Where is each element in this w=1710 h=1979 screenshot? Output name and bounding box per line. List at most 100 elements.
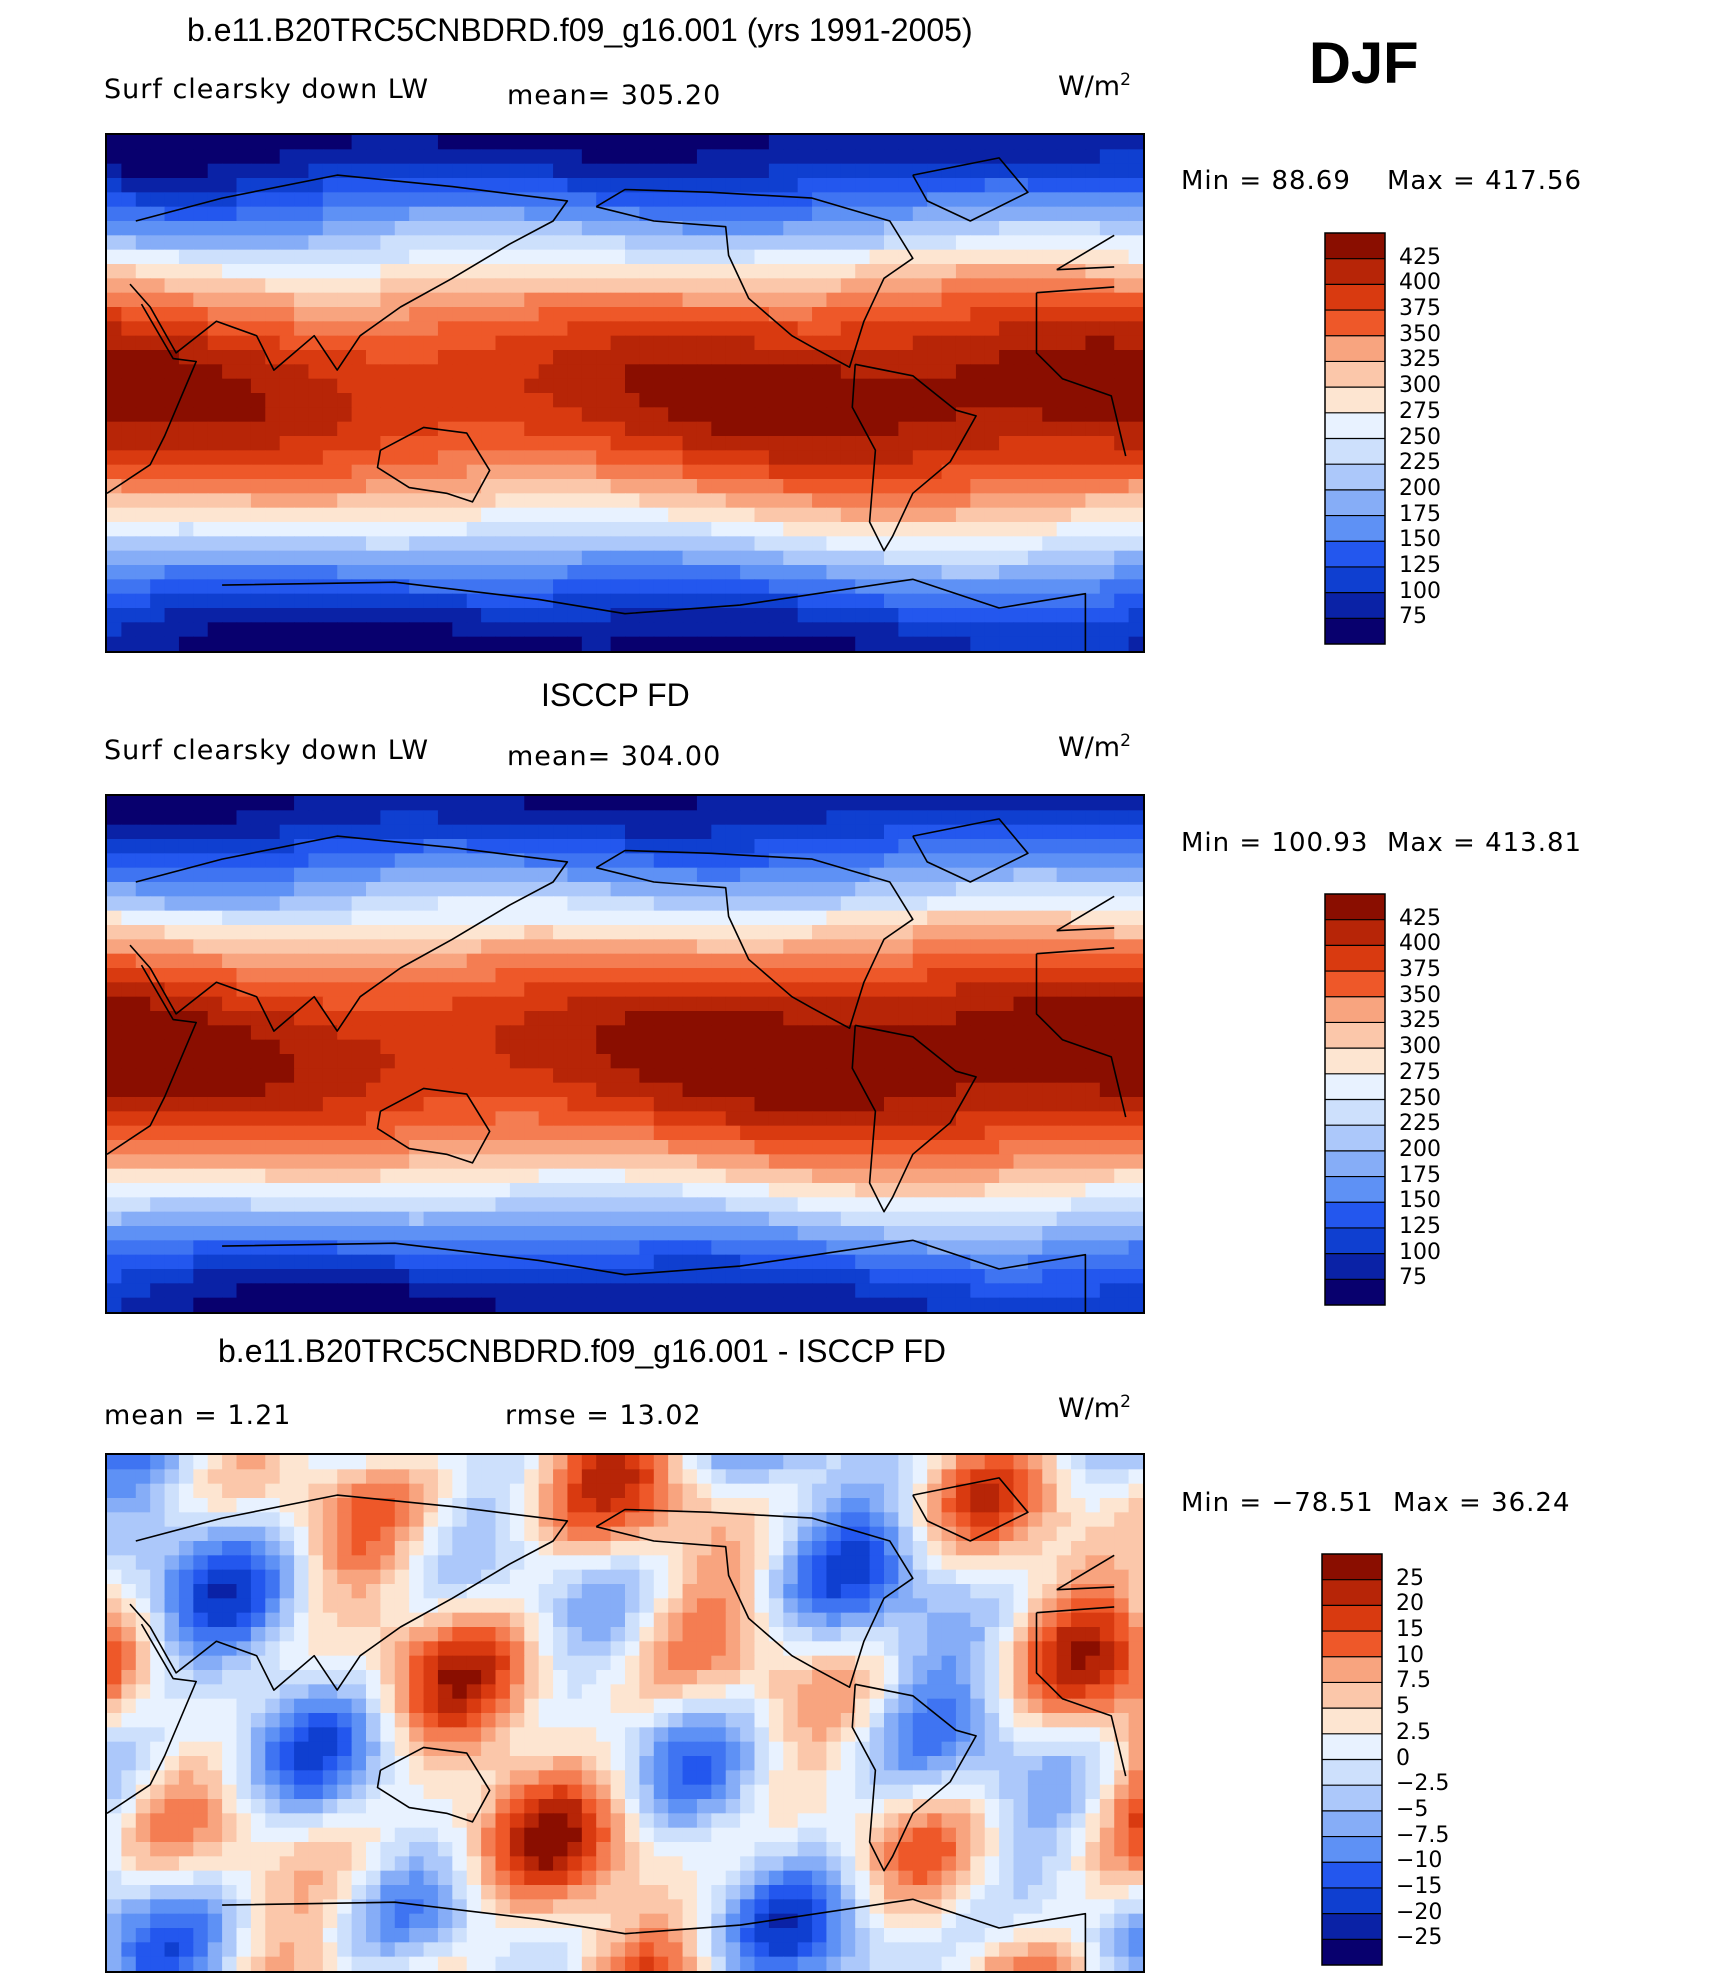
map-cell (509, 1211, 525, 1227)
map-cell (452, 393, 468, 408)
map-cell (941, 292, 957, 308)
map-cell (250, 278, 266, 294)
map-cell (423, 853, 439, 869)
map-cell (135, 608, 151, 623)
map-cell (840, 1154, 856, 1170)
map-cell (1056, 178, 1072, 193)
map-cell (481, 307, 497, 322)
map-cell (322, 1039, 338, 1055)
map-cell (509, 350, 525, 365)
map-cell (193, 1240, 209, 1256)
map-cell (236, 1068, 252, 1084)
map-cell (279, 407, 295, 423)
map-cell (984, 321, 1000, 337)
map-cell (711, 378, 727, 394)
map-cell (236, 1111, 252, 1127)
map-cell (1042, 1226, 1058, 1241)
map-cell (768, 622, 784, 638)
map-cell (1056, 292, 1072, 308)
map-cell (466, 450, 482, 466)
map-cell (380, 1226, 396, 1241)
map-cell (294, 235, 310, 251)
map-cell (178, 536, 194, 552)
map-cell (207, 507, 223, 523)
map-cell (1099, 1111, 1115, 1127)
map-cell (107, 364, 122, 380)
map-cell (797, 178, 813, 193)
map-cell (236, 636, 252, 651)
map-cell (1128, 824, 1143, 840)
map-cell (107, 824, 122, 840)
map-cell (337, 1111, 353, 1127)
map-cell (509, 507, 525, 523)
map-cell (668, 221, 684, 236)
map-cell (984, 350, 1000, 365)
map-cell (826, 953, 842, 969)
map-cell (107, 192, 122, 208)
map-cell (107, 1197, 122, 1213)
map-cell (452, 378, 468, 394)
map-cell (553, 839, 569, 854)
map-cell (1056, 335, 1072, 351)
map-cell (150, 1226, 166, 1241)
map-cell (884, 1097, 899, 1112)
map-cell (740, 1183, 756, 1198)
map-cell (509, 953, 525, 969)
map-cell (1056, 393, 1072, 408)
map-cell (596, 364, 612, 380)
map-cell (581, 1054, 597, 1069)
map-cell (164, 1197, 180, 1213)
map-cell (884, 192, 899, 208)
map-cell (826, 479, 842, 494)
map-cell (1128, 636, 1143, 651)
map-cell (524, 1111, 540, 1127)
map-cell (812, 1125, 828, 1141)
map-cell (1071, 939, 1087, 955)
map-cell (596, 1082, 612, 1098)
map-cell (250, 1140, 266, 1155)
map-cell (423, 464, 439, 480)
map-cell (178, 953, 194, 969)
map-cell (250, 1097, 266, 1112)
map-cell (682, 1082, 698, 1098)
map-cell (437, 996, 453, 1012)
map-cell (509, 292, 525, 308)
map-cell (999, 910, 1015, 926)
map-cell (1114, 1082, 1130, 1098)
map-cell (265, 810, 281, 826)
map-cell (668, 393, 684, 408)
map-cell (826, 292, 842, 308)
map-cell (970, 135, 986, 150)
map-cell (955, 1154, 971, 1170)
map-cell (653, 1211, 669, 1227)
map-cell (884, 421, 899, 437)
map-cell (452, 896, 468, 912)
map-cell (150, 622, 166, 638)
map-cell (740, 350, 756, 365)
map-cell (610, 479, 626, 494)
map-cell (538, 378, 554, 394)
map-cell (178, 796, 194, 811)
map-cell (380, 264, 396, 279)
colorbar-swatch (1325, 438, 1385, 465)
map-cell (337, 1254, 353, 1270)
map-cell (826, 321, 842, 337)
map-cell (538, 135, 554, 150)
map-cell (351, 1211, 367, 1227)
map-cell (869, 953, 885, 969)
map-cell (538, 206, 554, 222)
map-cell (581, 1068, 597, 1084)
map-cell (366, 1097, 381, 1112)
map-cell (610, 1068, 626, 1084)
map-cell (509, 1054, 525, 1069)
map-cell (481, 824, 497, 840)
map-cell (898, 278, 914, 294)
map-cell (898, 796, 914, 811)
map-cell (394, 1211, 410, 1227)
map-cell (711, 565, 727, 580)
map-cell (207, 350, 223, 365)
map-cell (409, 853, 425, 869)
map-cell (639, 939, 655, 955)
map-cell (509, 1039, 525, 1055)
map-cell (1128, 378, 1143, 394)
